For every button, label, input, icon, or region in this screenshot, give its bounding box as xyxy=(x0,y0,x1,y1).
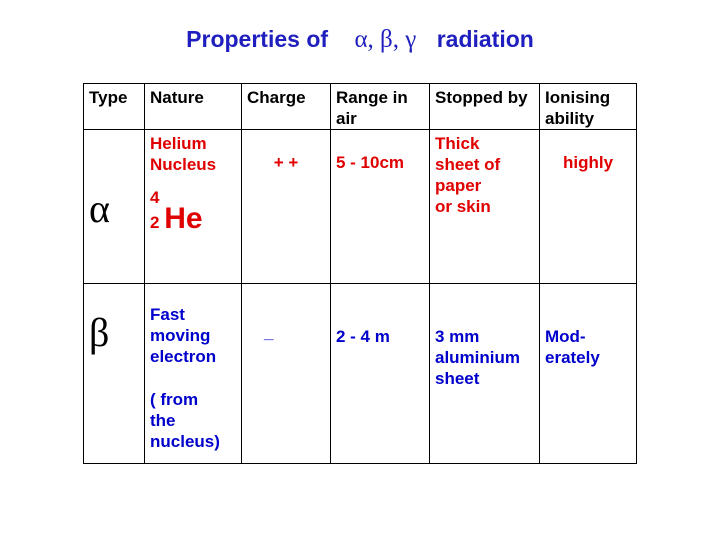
header-ionising: Ionising ability xyxy=(539,83,637,130)
stopped-alpha-line4: or skin xyxy=(435,197,491,216)
stopped-alpha-line2: sheet of xyxy=(435,155,501,174)
ionising-alpha: highly xyxy=(539,129,637,284)
helium-element-symbol: He xyxy=(164,202,203,235)
nature-beta-line6: nucleus) xyxy=(150,432,220,451)
charge-beta: _ xyxy=(241,283,331,464)
title-greek: α, β, γ xyxy=(354,26,417,53)
nature-beta-line3: electron xyxy=(150,347,217,366)
charge-alpha: + + xyxy=(241,129,331,284)
stopped-beta-line2: aluminium xyxy=(435,348,521,367)
stopped-alpha-line1: Thick xyxy=(435,134,480,153)
stopped-beta-line1: 3 mm xyxy=(435,327,480,346)
range-beta: 2 - 4 m xyxy=(330,283,430,464)
nature-beta-line2: moving xyxy=(150,326,211,345)
nature-alpha-line2: Nucleus xyxy=(150,155,217,174)
type-beta: β xyxy=(83,283,145,464)
header-type: Type xyxy=(83,83,145,130)
stopped-beta-line3: sheet xyxy=(435,369,480,388)
helium-mass-number: 4 xyxy=(150,188,160,207)
header-nature: Nature xyxy=(144,83,242,130)
helium-symbol: 4 2 He xyxy=(150,187,236,235)
nature-beta: Fast moving electron ( from the nucleus) xyxy=(144,283,242,464)
helium-atomic-number: 2 xyxy=(150,213,160,232)
ionising-beta-line2: erately xyxy=(545,348,600,367)
header-charge: Charge xyxy=(241,83,331,130)
nature-alpha-line1: Helium xyxy=(150,134,207,153)
page-title: Properties of α, β, γ radiation xyxy=(0,26,720,54)
stopped-alpha: Thick sheet of paper or skin xyxy=(429,129,540,284)
nature-beta-line4: ( from xyxy=(150,390,199,409)
header-row: Type Nature Charge Range in air Stopped … xyxy=(83,83,637,130)
stopped-beta: 3 mm aluminium sheet xyxy=(429,283,540,464)
header-stopped: Stopped by xyxy=(429,83,540,130)
type-alpha: α xyxy=(83,129,145,284)
stopped-alpha-line3: paper xyxy=(435,176,482,195)
ionising-beta-line1: Mod- xyxy=(545,327,586,346)
title-prefix: Properties of xyxy=(186,26,329,52)
nature-beta-line5: the xyxy=(150,411,176,430)
range-alpha: 5 - 10cm xyxy=(330,129,430,284)
table-row-alpha: α Helium Nucleus 4 2 He + + 5 - 10cm Thi… xyxy=(83,129,637,284)
ionising-beta: Mod- erately xyxy=(539,283,637,464)
title-suffix: radiation xyxy=(436,26,534,52)
header-range: Range in air xyxy=(330,83,430,130)
properties-table: Type Nature Charge Range in air Stopped … xyxy=(83,83,637,464)
nature-beta-line1: Fast xyxy=(150,305,185,324)
nature-alpha: Helium Nucleus 4 2 He xyxy=(144,129,242,284)
table-row-beta: β Fast moving electron ( from the nucleu… xyxy=(83,283,637,464)
